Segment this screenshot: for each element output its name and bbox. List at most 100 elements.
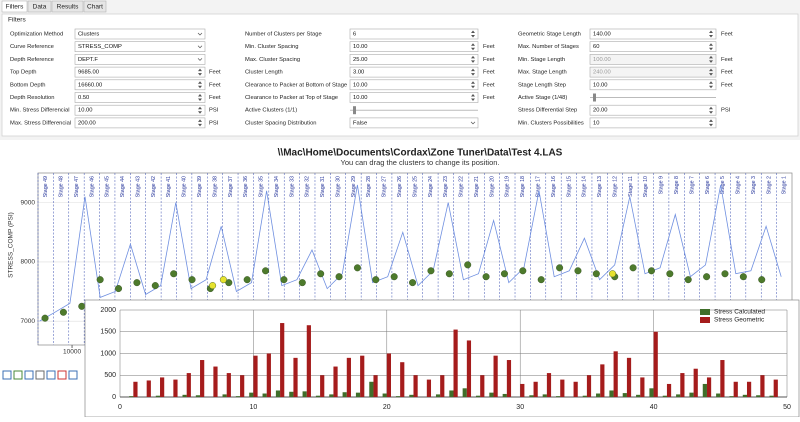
spin-up[interactable] (709, 119, 713, 122)
dropdown-arrow[interactable] (197, 45, 203, 49)
spin-down[interactable] (471, 73, 475, 76)
dropdown-arrow[interactable] (197, 32, 203, 36)
spin-down[interactable] (709, 47, 713, 51)
spin-down[interactable] (198, 73, 202, 76)
cluster[interactable] (188, 276, 196, 284)
dropdown[interactable] (74, 41, 206, 53)
spin-up[interactable] (471, 43, 475, 46)
toolbar-icon[interactable] (46, 370, 56, 380)
spin-box[interactable] (74, 104, 206, 116)
cluster[interactable] (556, 264, 564, 272)
spin-box[interactable] (74, 92, 206, 103)
spin-up[interactable] (471, 55, 475, 59)
spin-down[interactable] (709, 123, 713, 127)
toolbar-icon[interactable] (68, 370, 78, 380)
cluster[interactable] (609, 270, 617, 278)
spin-box[interactable] (74, 66, 206, 78)
spin-down[interactable] (471, 85, 475, 89)
spin-box[interactable] (589, 104, 717, 116)
spin-down[interactable] (471, 60, 475, 63)
toolbar-icon[interactable] (24, 370, 34, 380)
toolbar-icon[interactable] (57, 370, 67, 380)
slider-thumb[interactable] (353, 106, 356, 115)
cluster[interactable] (592, 270, 600, 278)
tab[interactable] (83, 0, 107, 13)
spin-box[interactable] (74, 79, 206, 91)
cluster[interactable] (739, 273, 747, 281)
cluster[interactable] (225, 279, 233, 287)
spin-up[interactable] (198, 81, 202, 84)
spin-down[interactable] (709, 35, 713, 38)
cluster[interactable] (335, 273, 343, 281)
spin-up[interactable] (471, 94, 475, 97)
tab[interactable] (51, 0, 84, 13)
tab-label[interactable]: Results (57, 4, 79, 11)
spin-up[interactable] (198, 106, 202, 110)
spin-box[interactable] (589, 66, 717, 78)
spin-up[interactable] (198, 119, 202, 122)
cluster[interactable] (500, 270, 508, 278)
cluster[interactable] (41, 314, 49, 322)
cluster[interactable] (537, 276, 545, 284)
cluster[interactable] (96, 276, 104, 284)
tab[interactable] (1, 0, 28, 13)
cluster[interactable] (721, 270, 729, 278)
dropdown-arrow[interactable] (197, 58, 203, 61)
tab[interactable] (27, 0, 52, 13)
cluster[interactable] (427, 267, 435, 275)
cluster[interactable] (298, 279, 306, 287)
spin-box[interactable] (349, 41, 479, 53)
spin-down[interactable] (709, 85, 713, 89)
spin-down[interactable] (198, 123, 202, 127)
toolbar-icon[interactable] (35, 370, 45, 380)
spin-up[interactable] (471, 81, 475, 84)
spin-up[interactable] (709, 106, 713, 110)
spin-up[interactable] (709, 30, 713, 34)
cluster[interactable] (209, 282, 217, 290)
spin-box[interactable] (589, 41, 717, 53)
spin-box[interactable] (74, 117, 206, 129)
spin-down[interactable] (709, 60, 713, 63)
dropdown[interactable] (74, 54, 206, 65)
spin-up[interactable] (709, 68, 713, 72)
cluster[interactable] (59, 308, 67, 316)
cluster[interactable] (219, 276, 227, 284)
cluster[interactable] (317, 270, 325, 278)
spin-up[interactable] (709, 55, 713, 59)
tab-label[interactable]: Chart (87, 4, 103, 11)
cluster[interactable] (445, 270, 453, 278)
spin-down[interactable] (471, 35, 475, 38)
cluster[interactable] (703, 273, 711, 281)
cluster[interactable] (170, 270, 178, 278)
cluster[interactable] (647, 267, 655, 275)
cluster[interactable] (353, 264, 361, 272)
spin-box[interactable] (589, 54, 717, 65)
slider-thumb[interactable] (593, 93, 596, 102)
cluster[interactable] (629, 264, 637, 272)
spin-down[interactable] (709, 111, 713, 114)
spin-down[interactable] (709, 73, 713, 76)
toolbar-icon[interactable] (13, 370, 23, 380)
cluster[interactable] (280, 276, 288, 284)
spin-up[interactable] (471, 68, 475, 72)
spin-down[interactable] (198, 98, 202, 102)
tab-label[interactable]: Data (33, 4, 47, 11)
spin-up[interactable] (471, 30, 475, 34)
tab-label[interactable]: Filters (6, 4, 24, 11)
spin-up[interactable] (709, 43, 713, 46)
cluster[interactable] (666, 270, 674, 278)
spin-box[interactable] (349, 54, 479, 65)
spin-box[interactable] (349, 66, 479, 78)
cluster[interactable] (409, 279, 417, 287)
cluster[interactable] (464, 261, 472, 269)
cluster[interactable] (390, 273, 398, 281)
spin-box[interactable] (589, 117, 717, 129)
spin-box[interactable] (349, 79, 479, 91)
dropdown[interactable] (74, 28, 206, 40)
spin-down[interactable] (471, 47, 475, 51)
cluster[interactable] (133, 279, 141, 287)
dropdown[interactable] (349, 117, 479, 129)
cluster[interactable] (115, 285, 123, 293)
spin-down[interactable] (471, 98, 475, 102)
cluster[interactable] (519, 267, 527, 275)
